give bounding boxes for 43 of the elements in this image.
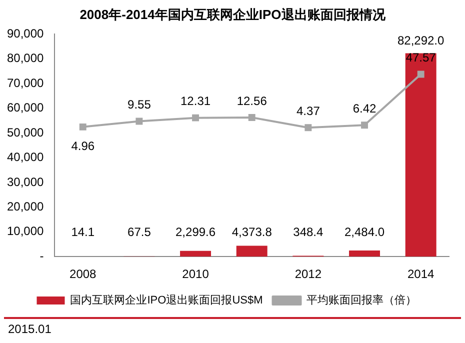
data-label: 4.37 <box>296 104 320 118</box>
x-tick-label: 2014 <box>407 267 435 282</box>
data-label: 12.56 <box>236 94 268 108</box>
point <box>79 123 86 130</box>
data-label: 82,292.0 <box>397 34 445 48</box>
point <box>248 114 256 121</box>
data-label: 4,373.8 <box>232 224 272 239</box>
y-tick-label: 50,000 <box>7 125 44 140</box>
legend-label: 国内互联网企业IPO退出账面回报US$M <box>70 294 263 307</box>
point <box>136 118 143 125</box>
bar <box>236 246 268 257</box>
chart-title: 2008年-2014年国内互联网企业IPO退出账面回报情况 <box>78 6 386 24</box>
data-label: 12.31 <box>180 94 211 108</box>
data-label: 14.1 <box>71 224 95 239</box>
data-label: 6.42 <box>352 101 377 116</box>
x-tick-label: 2008 <box>70 267 97 282</box>
y-tick-label: 90,000 <box>7 26 44 41</box>
y-tick-label: 10,000 <box>7 224 44 238</box>
point <box>192 114 199 122</box>
point <box>304 124 312 132</box>
bar <box>349 250 380 257</box>
data-label: 348.4 <box>293 224 324 239</box>
y-tick-label: 30,000 <box>7 174 44 189</box>
data-label: 9.55 <box>128 98 152 112</box>
y-tick-label: 80,000 <box>7 51 44 66</box>
y-tick-label: - <box>40 248 44 263</box>
data-label: 2,299.6 <box>176 224 216 239</box>
data-label: 4.96 <box>71 139 95 154</box>
x-tick-label: 2012 <box>294 267 322 282</box>
bar <box>405 53 436 257</box>
data-label: 67.5 <box>128 224 152 239</box>
y-tick-label: 60,000 <box>7 100 44 115</box>
text: 2015.01 <box>8 322 52 336</box>
bar <box>180 250 212 257</box>
point <box>417 70 424 78</box>
legend-label: 平均账面回报率（倍） <box>306 294 416 307</box>
y-tick-label: 20,000 <box>7 199 44 214</box>
y-tick-label: 70,000 <box>7 76 44 90</box>
x-tick-label: 2010 <box>182 267 210 282</box>
point <box>361 122 368 129</box>
data-label: 47.57 <box>406 50 436 65</box>
data-label: 2,484.0 <box>344 224 385 239</box>
y-tick-label: 40,000 <box>7 150 44 164</box>
